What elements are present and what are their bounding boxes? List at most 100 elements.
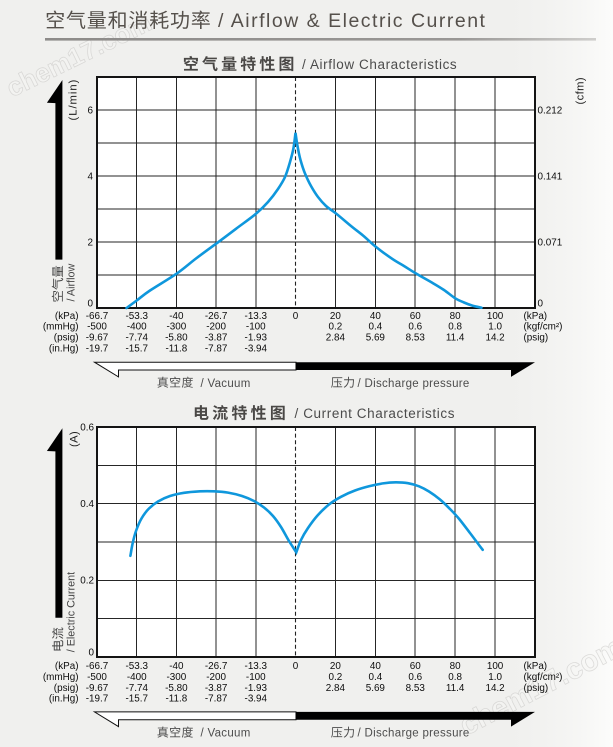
svg-text:100: 100 (487, 311, 504, 322)
svg-text:(mmHg): (mmHg) (43, 322, 79, 333)
svg-text:0: 0 (293, 311, 299, 322)
svg-text:0: 0 (538, 299, 544, 310)
svg-text:-300: -300 (167, 672, 187, 683)
svg-text:-26.7: -26.7 (205, 661, 228, 672)
svg-text:-53.3: -53.3 (125, 311, 148, 322)
svg-text:-500: -500 (87, 322, 107, 333)
svg-text:20: 20 (330, 311, 341, 322)
svg-text:1.0: 1.0 (488, 322, 502, 333)
svg-text:-100: -100 (246, 672, 266, 683)
svg-text:2.84: 2.84 (326, 683, 346, 694)
svg-text:/ Airflow & Electric Current: / Airflow & Electric Current (218, 10, 486, 32)
svg-text:-40: -40 (169, 661, 184, 672)
svg-text:/ Electric Current: / Electric Current (66, 572, 78, 652)
svg-text:14.2: 14.2 (485, 333, 504, 344)
svg-text:-7.74: -7.74 (125, 683, 148, 694)
svg-text:0.4: 0.4 (368, 322, 382, 333)
svg-text:6: 6 (88, 105, 94, 116)
svg-text:(psig): (psig) (524, 683, 549, 694)
svg-text:2: 2 (88, 237, 94, 248)
svg-text:(kgf/cm²): (kgf/cm²) (524, 322, 563, 333)
svg-text:-19.7: -19.7 (86, 694, 109, 705)
svg-text:-40: -40 (169, 311, 184, 322)
svg-text:(L/min): (L/min) (68, 79, 80, 121)
svg-text:(in.Hg): (in.Hg) (49, 694, 79, 705)
svg-text:-1.93: -1.93 (245, 333, 268, 344)
svg-text:14.2: 14.2 (485, 683, 504, 694)
svg-text:1.0: 1.0 (488, 672, 502, 683)
svg-text:-5.80: -5.80 (165, 683, 188, 694)
svg-text:(kPa): (kPa) (524, 661, 548, 672)
svg-text:8.53: 8.53 (406, 683, 426, 694)
svg-text:-26.7: -26.7 (205, 311, 228, 322)
svg-text:80: 80 (450, 311, 461, 322)
svg-text:60: 60 (410, 311, 421, 322)
svg-text:-200: -200 (206, 672, 226, 683)
svg-text:4: 4 (88, 171, 94, 182)
svg-text:-3.94: -3.94 (245, 694, 268, 705)
svg-text:-13.3: -13.3 (245, 311, 268, 322)
svg-text:0.2: 0.2 (80, 576, 94, 587)
svg-text:2.84: 2.84 (326, 333, 346, 344)
svg-text:-7.87: -7.87 (205, 694, 228, 705)
svg-text:/ Discharge pressure: / Discharge pressure (358, 728, 470, 740)
svg-text:0: 0 (88, 299, 94, 310)
svg-text:-53.3: -53.3 (125, 661, 148, 672)
svg-text:-9.67: -9.67 (86, 333, 109, 344)
svg-text:(cfm): (cfm) (575, 77, 587, 104)
svg-text:11.4: 11.4 (446, 683, 465, 694)
svg-text:-3.87: -3.87 (205, 683, 228, 694)
svg-text:/ Current Characteristics: / Current Characteristics (295, 406, 456, 421)
svg-text:-300: -300 (167, 322, 187, 333)
svg-text:-400: -400 (127, 672, 147, 683)
svg-text:0.071: 0.071 (538, 237, 563, 248)
svg-text:-500: -500 (87, 672, 107, 683)
svg-text:80: 80 (450, 661, 461, 672)
svg-text:5.69: 5.69 (366, 683, 386, 694)
svg-text:8.53: 8.53 (406, 333, 426, 344)
svg-text:-66.7: -66.7 (86, 661, 109, 672)
svg-text:-11.8: -11.8 (166, 343, 188, 354)
svg-text:(mmHg): (mmHg) (43, 672, 79, 683)
svg-text:0.212: 0.212 (538, 105, 563, 116)
svg-text:-7.74: -7.74 (125, 333, 148, 344)
svg-text:(psig): (psig) (54, 683, 79, 694)
svg-text:0.141: 0.141 (538, 171, 563, 182)
svg-text:60: 60 (410, 661, 421, 672)
svg-text:-5.80: -5.80 (165, 333, 188, 344)
svg-text:-15.7: -15.7 (125, 694, 148, 705)
svg-text:-400: -400 (127, 322, 147, 333)
svg-text:-19.7: -19.7 (86, 343, 109, 354)
svg-text:/ Airflow: / Airflow (66, 263, 78, 301)
svg-text:(A): (A) (69, 431, 81, 447)
svg-text:40: 40 (370, 311, 381, 322)
svg-text:-3.94: -3.94 (245, 343, 268, 354)
svg-text:-100: -100 (246, 322, 266, 333)
svg-text:-200: -200 (206, 322, 226, 333)
svg-text:(kPa): (kPa) (524, 311, 548, 322)
svg-text:0.6: 0.6 (80, 422, 94, 433)
svg-text:-13.3: -13.3 (245, 661, 268, 672)
svg-text:-1.93: -1.93 (245, 683, 268, 694)
svg-text:-3.87: -3.87 (205, 333, 228, 344)
svg-text:(kPa): (kPa) (55, 311, 79, 322)
svg-text:/ Airflow Characteristics: / Airflow Characteristics (302, 57, 457, 72)
svg-text:(kPa): (kPa) (55, 661, 79, 672)
svg-text:0.8: 0.8 (448, 672, 462, 683)
svg-text:100: 100 (487, 661, 504, 672)
svg-text:(in.Hg): (in.Hg) (49, 343, 79, 354)
svg-text:0: 0 (293, 661, 299, 672)
svg-text:-11.8: -11.8 (166, 694, 188, 705)
svg-text:/ Vacuum: / Vacuum (201, 728, 251, 740)
svg-text:-9.67: -9.67 (86, 683, 109, 694)
svg-text:0.8: 0.8 (448, 322, 462, 333)
svg-text:5.69: 5.69 (366, 333, 386, 344)
svg-text:/ Discharge pressure: / Discharge pressure (358, 378, 470, 390)
svg-text:0.2: 0.2 (329, 672, 343, 683)
svg-text:-15.7: -15.7 (125, 343, 148, 354)
svg-text:0.6: 0.6 (408, 322, 422, 333)
svg-text:0.4: 0.4 (368, 672, 382, 683)
svg-text:20: 20 (330, 661, 341, 672)
svg-text:11.4: 11.4 (446, 333, 465, 344)
svg-text:40: 40 (370, 661, 381, 672)
